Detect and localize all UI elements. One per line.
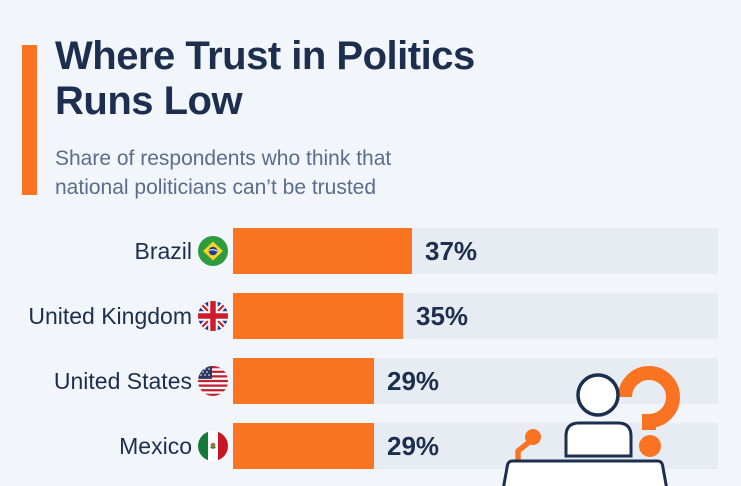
subtitle-line1: Share of respondents who think that [55,147,392,170]
uk-flag-icon [198,301,228,331]
speaker-at-podium-icon [480,350,700,486]
page-title-line1: Where Trust in Politics [55,34,475,78]
country-label: Mexico [119,433,192,459]
brazil-flag-icon [198,236,228,266]
bar [233,423,374,469]
mexico-flag-icon [198,431,228,461]
value-label: 29% [387,366,440,396]
microphone-icon [515,429,541,466]
podium-shape [502,459,668,486]
chart-row: Brazil 37% [0,228,741,274]
bar [233,358,374,404]
question-mark-icon [618,366,680,457]
subtitle-line2: national politicians can’t be trusted [55,176,377,199]
value-label: 37% [425,236,478,266]
value-label: 29% [387,431,440,461]
country-label: Brazil [134,238,192,264]
accent-bar [22,45,37,195]
us-flag-icon [198,366,228,396]
country-label: United Kingdom [28,303,192,329]
bar [233,293,403,339]
value-label: 35% [416,301,469,331]
subtitle: Share of respondents who think that nati… [55,144,391,202]
bar [233,228,412,274]
person-icon [564,373,633,458]
page-title-line2: Runs Low [55,79,243,123]
chart-row: United Kingdom 35% [0,293,741,339]
page-title: Where Trust in Politics Runs Low [55,34,475,124]
country-label: United States [53,368,192,394]
